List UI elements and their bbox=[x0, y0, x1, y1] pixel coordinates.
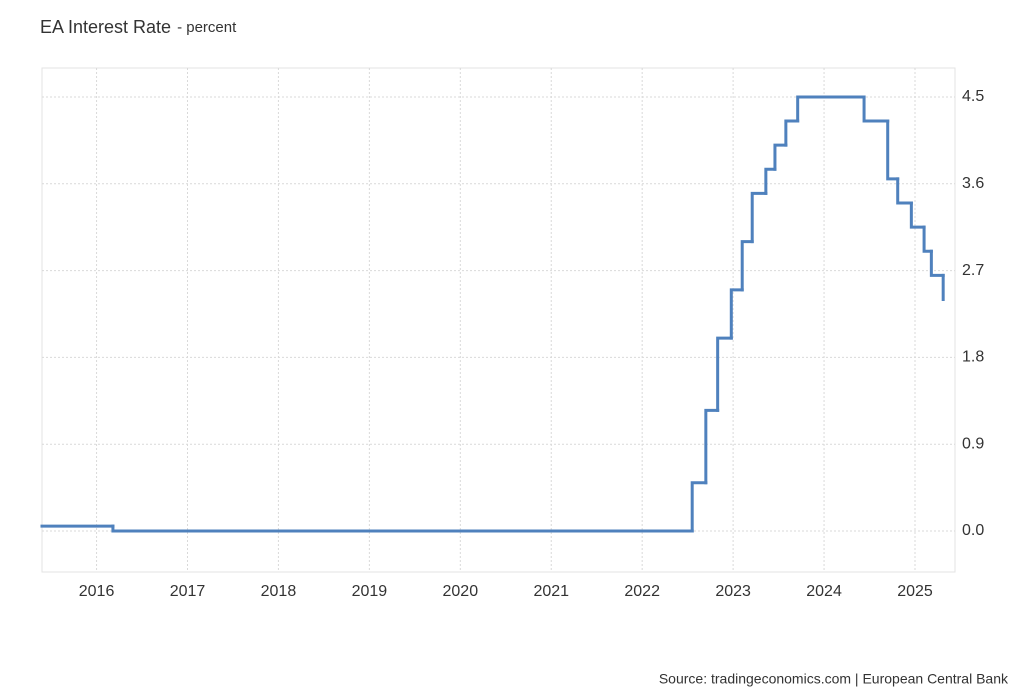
x-tick-label: 2021 bbox=[533, 583, 569, 600]
x-tick-label: 2018 bbox=[261, 583, 297, 600]
step-segment bbox=[796, 95, 866, 123]
x-tick-label: 2023 bbox=[715, 583, 751, 600]
step-segment bbox=[690, 481, 708, 533]
step-segment bbox=[111, 524, 694, 533]
y-tick-label: 0.9 bbox=[962, 435, 984, 452]
step-segment bbox=[784, 119, 800, 147]
y-tick-label: 0.0 bbox=[962, 522, 984, 539]
x-tick-label: 2024 bbox=[806, 583, 842, 600]
x-tick-label: 2020 bbox=[443, 583, 479, 600]
step-segment bbox=[729, 288, 744, 340]
x-tick-label: 2022 bbox=[624, 583, 660, 600]
step-segment bbox=[704, 408, 720, 485]
y-tick-label: 2.7 bbox=[962, 262, 984, 279]
step-segment bbox=[750, 191, 768, 244]
step-segment bbox=[922, 225, 933, 253]
step-segment bbox=[896, 177, 913, 205]
plot-frame bbox=[41, 67, 956, 573]
chart-title: EA Interest Rate - percent bbox=[40, 17, 237, 37]
y-tick-label: 1.8 bbox=[962, 349, 984, 366]
step-segment bbox=[929, 249, 945, 277]
step-segment bbox=[862, 95, 890, 123]
x-tick-label: 2019 bbox=[352, 583, 388, 600]
x-tick-label: 2016 bbox=[79, 583, 115, 600]
step-segment bbox=[773, 143, 788, 171]
step-segment bbox=[716, 336, 733, 412]
subtitle: - percent bbox=[177, 19, 237, 36]
source: Source: tradingeconomics.com | European … bbox=[659, 671, 1009, 687]
y-tick-label: 3.6 bbox=[962, 175, 984, 192]
step-segment bbox=[740, 240, 754, 292]
x-tick-label: 2025 bbox=[897, 583, 933, 600]
step-segment bbox=[909, 201, 926, 229]
step-segment bbox=[886, 119, 900, 181]
step-segment bbox=[764, 167, 777, 195]
x-tick-label: 2017 bbox=[170, 583, 206, 600]
title: EA Interest Rate bbox=[40, 17, 171, 37]
y-tick-label: 4.5 bbox=[962, 88, 984, 105]
